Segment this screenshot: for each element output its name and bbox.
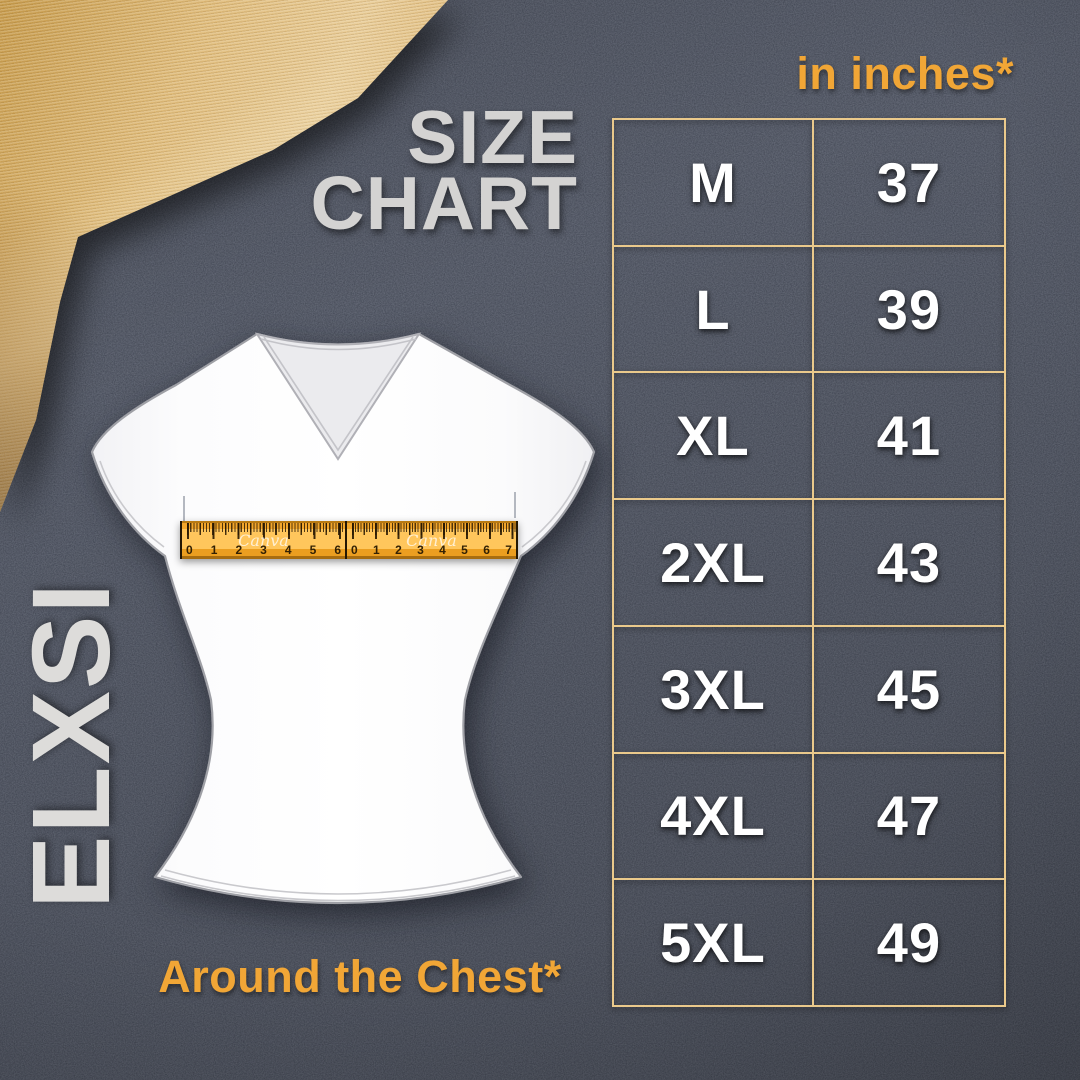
table-row: 3XL 45 xyxy=(612,624,1007,754)
tape-number: 5 xyxy=(309,543,317,557)
size-label-cell: XL xyxy=(612,371,814,501)
tshirt-illustration xyxy=(90,332,596,905)
chest-value-cell: 41 xyxy=(811,371,1007,501)
chest-value-cell: 45 xyxy=(811,624,1007,754)
table-row: XL 41 xyxy=(612,371,1007,501)
title-line-size: SIZE xyxy=(407,95,578,179)
unit-label: in inches* xyxy=(796,48,1014,99)
tape-number: 4 xyxy=(439,543,446,557)
size-table: M 37 L 39 XL 41 2XL 43 3XL 45 4XL 47 xyxy=(612,118,1007,1007)
chest-value-cell: 47 xyxy=(811,751,1007,881)
sleeve-trim-right xyxy=(521,460,587,548)
chest-value-cell: 43 xyxy=(811,498,1007,627)
sleeve-trim-left xyxy=(99,460,165,548)
tape-number: 5 xyxy=(461,543,468,557)
tape-segment-2: Canva 0 1 2 3 4 5 6 7 xyxy=(345,521,516,559)
tape-number: 2 xyxy=(235,543,243,557)
tape-number: 0 xyxy=(186,543,193,557)
chest-mark-right xyxy=(514,492,516,518)
tape-numbers-2: 0 1 2 3 4 5 6 7 xyxy=(351,543,512,557)
tape-segment-1: Canva 0 1 2 3 4 5 6 xyxy=(180,521,346,559)
tape-number: 0 xyxy=(351,543,358,557)
chest-value-cell: 49 xyxy=(811,878,1007,1007)
tape-number: 3 xyxy=(260,543,267,557)
title-line-chart: CHART xyxy=(310,161,578,245)
chest-mark-left xyxy=(183,496,185,522)
tape-number: 4 xyxy=(284,543,292,557)
shirt-body xyxy=(90,332,596,905)
table-row: 4XL 47 xyxy=(612,751,1007,881)
table-row: 2XL 43 xyxy=(612,498,1007,627)
table-row: 5XL 49 xyxy=(612,878,1007,1007)
table-row: M 37 xyxy=(612,118,1007,247)
size-label-cell: 2XL xyxy=(612,498,814,627)
tape-number: 3 xyxy=(417,543,424,557)
chest-value-cell: 37 xyxy=(811,118,1007,247)
vneck-inset xyxy=(254,332,422,461)
table-row: L 39 xyxy=(612,244,1007,374)
size-label-cell: 3XL xyxy=(612,624,814,754)
page-title: SIZE CHART xyxy=(238,95,578,245)
tape-number: 6 xyxy=(483,543,490,557)
size-label-cell: L xyxy=(612,244,814,374)
size-label-cell: 5XL xyxy=(612,878,814,1007)
size-label-cell: 4XL xyxy=(612,751,814,881)
tape-number: 1 xyxy=(373,543,380,557)
tape-number: 7 xyxy=(505,543,512,557)
hem-trim xyxy=(160,869,516,902)
chest-value-cell: 39 xyxy=(811,244,1007,374)
brand-logo-vertical: ELXSI xyxy=(10,581,133,909)
measurement-caption: Around the Chest* xyxy=(158,951,562,1002)
tape-number: 2 xyxy=(395,543,402,557)
measuring-tape: Canva 0 1 2 3 4 5 6 Canva 0 1 2 3 4 5 6 … xyxy=(180,521,518,559)
tape-number: 6 xyxy=(334,543,341,557)
tape-number: 1 xyxy=(210,543,218,557)
size-label-cell: M xyxy=(612,118,814,247)
tape-numbers-1: 0 1 2 3 4 5 6 xyxy=(186,543,341,557)
vneck-trim-line xyxy=(260,336,417,452)
